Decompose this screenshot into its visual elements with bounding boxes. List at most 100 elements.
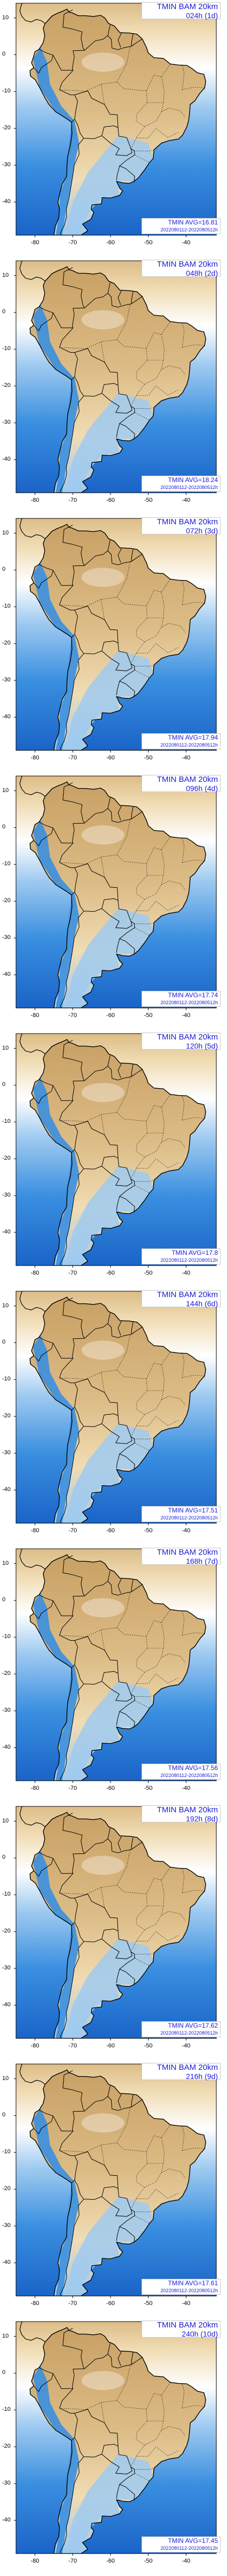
model-title: TMIN BAM 20km — [156, 775, 218, 784]
longitude-tick-label: -40 — [182, 497, 191, 503]
temperature-map — [14, 1548, 217, 1783]
latitude-tick-label: 10 — [2, 787, 9, 794]
temperature-map — [14, 2063, 217, 2298]
latitude-tick-label: -10 — [2, 1891, 11, 1898]
longitude-tick-label: -70 — [68, 1012, 77, 1019]
longitude-tick-label: -40 — [182, 1012, 191, 1019]
latitude-tick-label: 0 — [2, 2112, 6, 2119]
forecast-map-panel: 10 0 -10 -20 -30 -40 -80 -70 -60 -50 -40 TMIN BAM 2… — [0, 1803, 227, 2061]
longitude-tick-label: -50 — [144, 239, 153, 246]
temperature-map — [14, 1033, 217, 1268]
latitude-tick-label: -20 — [2, 382, 11, 389]
longitude-tick-label: -70 — [68, 1527, 77, 1534]
date-range: 2022080112-2022080512h — [160, 485, 218, 490]
longitude-tick-label: -60 — [106, 239, 115, 246]
tmin-average: TMIN AVG=17.62 — [168, 2022, 218, 2029]
temperature-map — [14, 775, 217, 1010]
longitude-tick-label: -60 — [106, 497, 115, 503]
tmin-average: TMIN AVG=18.24 — [168, 476, 218, 484]
latitude-tick-label: -40 — [2, 971, 11, 977]
latitude-tick-label: 10 — [2, 14, 9, 21]
latitude-tick-label: -20 — [2, 1670, 11, 1677]
latitude-tick-label: -30 — [2, 419, 11, 426]
longitude-tick-label: -40 — [182, 1270, 191, 1276]
latitude-tick-label: -10 — [2, 2148, 11, 2155]
tmin-average: TMIN AVG=17.94 — [168, 734, 218, 741]
latitude-tick-label: -40 — [2, 1486, 11, 1493]
model-title: TMIN BAM 20km — [156, 1033, 218, 1042]
longitude-tick-label: -60 — [106, 1270, 115, 1276]
date-range: 2022080112-2022080512h — [160, 1000, 218, 1005]
longitude-tick-label: -80 — [30, 1012, 40, 1019]
latitude-tick-label: -40 — [2, 456, 11, 462]
latitude-tick-label: -10 — [2, 88, 11, 95]
model-title: TMIN BAM 20km — [156, 2321, 218, 2330]
map-title-box: TMIN BAM 20km 144h (6d) — [142, 1290, 221, 1308]
longitude-tick-label: -80 — [30, 497, 40, 503]
longitude-tick-label: -60 — [106, 2558, 115, 2564]
longitude-tick-label: -40 — [182, 1785, 191, 1791]
latitude-tick-label: 0 — [2, 1339, 6, 1346]
forecast-map-panel: 10 0 -10 -20 -30 -40 -80 -70 -60 -50 -40 TMIN BAM 2… — [0, 773, 227, 1030]
longitude-tick-label: -40 — [182, 239, 191, 246]
tmin-average: TMIN AVG=17.56 — [168, 1764, 218, 1772]
latitude-tick-label: 10 — [2, 529, 9, 536]
latitude-tick-label: -20 — [2, 125, 11, 131]
tmin-average: TMIN AVG=17.61 — [168, 2279, 218, 2287]
average-info-box: TMIN AVG=17.62 2022080112-2022080512h — [142, 2021, 221, 2037]
longitude-tick-label: -80 — [30, 2300, 40, 2307]
longitude-tick-label: -40 — [182, 2300, 191, 2307]
latitude-tick-label: -40 — [2, 2001, 11, 2008]
longitude-tick-label: -50 — [144, 497, 153, 503]
latitude-tick-label: -10 — [2, 860, 11, 867]
latitude-tick-label: -20 — [2, 1155, 11, 1162]
map-title-box: TMIN BAM 20km 240h (10d) — [142, 2321, 221, 2338]
tmin-average: TMIN AVG=16.81 — [168, 219, 218, 226]
latitude-tick-label: 0 — [2, 2369, 6, 2376]
map-title-box: TMIN BAM 20km 024h (1d) — [142, 2, 221, 20]
forecast-map-panel: 10 0 -10 -20 -30 -40 -80 -70 -60 -50 -40 TMIN BAM 2… — [0, 1030, 227, 1288]
latitude-tick-label: -30 — [2, 161, 11, 168]
temperature-map — [14, 2321, 217, 2556]
longitude-tick-label: -60 — [106, 2043, 115, 2049]
longitude-tick-label: -80 — [30, 1785, 40, 1791]
longitude-tick-label: -50 — [144, 755, 153, 761]
forecast-lead-time: 072h (3d) — [186, 526, 218, 535]
latitude-tick-label: -40 — [2, 713, 11, 720]
longitude-tick-label: -70 — [68, 2558, 77, 2564]
map-title-box: TMIN BAM 20km 168h (7d) — [142, 1548, 221, 1565]
latitude-tick-label: -10 — [2, 1376, 11, 1383]
latitude-tick-label: -30 — [2, 1707, 11, 1714]
latitude-tick-label: -30 — [2, 2480, 11, 2487]
map-title-box: TMIN BAM 20km 048h (2d) — [142, 260, 221, 277]
longitude-tick-label: -60 — [106, 1527, 115, 1534]
model-title: TMIN BAM 20km — [156, 1548, 218, 1557]
date-range: 2022080112-2022080512h — [160, 1773, 218, 1778]
temperature-map — [14, 260, 217, 495]
longitude-tick-label: -70 — [68, 497, 77, 503]
average-info-box: TMIN AVG=16.81 2022080112-2022080512h — [142, 218, 221, 234]
average-info-box: TMIN AVG=17.45 2022080112-2022080512h — [142, 2536, 221, 2552]
forecast-lead-time: 168h (7d) — [186, 1557, 218, 1565]
date-range: 2022080112-2022080512h — [160, 1515, 218, 1520]
latitude-tick-label: -40 — [2, 2517, 11, 2523]
model-title: TMIN BAM 20km — [156, 517, 218, 526]
model-title: TMIN BAM 20km — [156, 260, 218, 269]
forecast-map-panel: 10 0 -10 -20 -30 -40 -80 -70 -60 -50 -40 TMIN BAM 2… — [0, 2061, 227, 2318]
model-title: TMIN BAM 20km — [156, 2063, 218, 2072]
map-title-box: TMIN BAM 20km 096h (4d) — [142, 775, 221, 793]
forecast-lead-time: 048h (2d) — [186, 269, 218, 277]
latitude-tick-label: -40 — [2, 2259, 11, 2265]
forecast-map-panel: 10 0 -10 -20 -30 -40 -80 -70 -60 -50 -40 TMIN BAM 2… — [0, 258, 227, 515]
longitude-tick-label: -60 — [106, 755, 115, 761]
latitude-tick-label: -20 — [2, 1928, 11, 1935]
latitude-tick-label: -10 — [2, 1633, 11, 1640]
forecast-lead-time: 120h (5d) — [186, 1042, 218, 1050]
latitude-tick-label: -30 — [2, 934, 11, 941]
model-title: TMIN BAM 20km — [156, 1805, 218, 1814]
latitude-tick-label: 10 — [2, 2075, 9, 2082]
average-info-box: TMIN AVG=17.51 2022080112-2022080512h — [142, 1506, 221, 1522]
latitude-tick-label: 10 — [2, 271, 9, 278]
date-range: 2022080112-2022080512h — [160, 742, 218, 748]
map-title-box: TMIN BAM 20km 120h (5d) — [142, 1033, 221, 1050]
